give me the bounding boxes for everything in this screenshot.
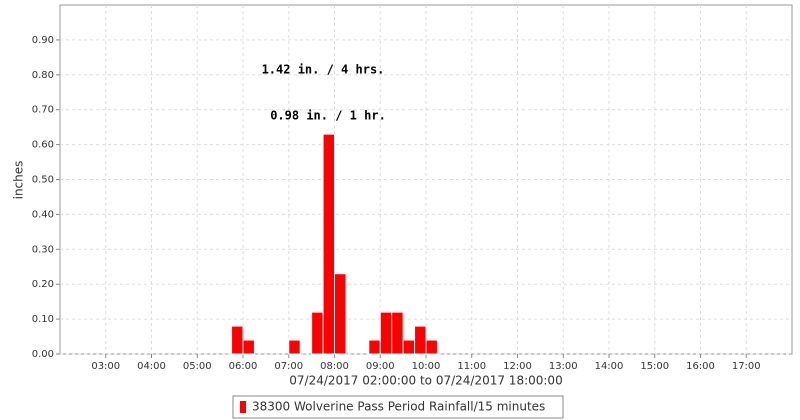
x-tick-label: 17:00: [732, 361, 761, 372]
x-tick-label: 06:00: [229, 361, 258, 372]
bar: [379, 311, 393, 355]
annotation: 1.42 in. / 4 hrs.: [262, 63, 385, 77]
legend-box: [232, 395, 564, 419]
x-tick-label: 13:00: [549, 361, 578, 372]
bar: [425, 339, 438, 355]
x-tick-label: 10:00: [412, 361, 441, 372]
bar: [414, 325, 427, 355]
bar: [391, 311, 404, 355]
y-tick-label: 0.40: [32, 209, 54, 220]
bar: [402, 339, 416, 355]
annotation: 0.98 in. / 1 hr.: [270, 109, 386, 123]
bar: [322, 133, 335, 355]
x-tick-label: 11:00: [457, 361, 486, 372]
y-tick-label: 0.10: [32, 314, 54, 325]
bar: [368, 339, 381, 355]
bar: [242, 339, 255, 355]
y-tick-label: 0.60: [32, 140, 54, 151]
x-tick-label: 07:00: [274, 361, 303, 372]
x-tick-label: 15:00: [640, 361, 669, 372]
bar: [231, 325, 244, 355]
y-tick-label: 0.80: [32, 70, 54, 81]
x-tick-label: 12:00: [503, 361, 532, 372]
y-tick-label: 0.50: [32, 175, 54, 186]
legend-label: 38300 Wolverine Pass Period Rainfall/15 …: [252, 400, 545, 414]
bar: [288, 339, 301, 355]
y-tick-label: 0.30: [32, 244, 54, 255]
y-tick-label: 0.90: [32, 35, 54, 46]
y-axis-label: inches: [12, 161, 26, 200]
x-tick-label: 04:00: [137, 361, 166, 372]
y-tick-label: 0.20: [32, 279, 54, 290]
legend-swatch: [240, 401, 246, 413]
x-tick-label: 03:00: [91, 361, 120, 372]
bar: [311, 311, 324, 355]
y-tick-label: 0.00: [32, 349, 54, 360]
plot-area: 0.00 0.10 0.20 0.30 0.40 0.50 0.60 0.70 0.80 0.90…: [32, 4, 793, 372]
x-tick-label: 09:00: [366, 361, 395, 372]
bar: [334, 273, 347, 355]
x-tick-label: 14:00: [595, 361, 624, 372]
x-tick-label: 05:00: [183, 361, 212, 372]
y-tick-label: 0.70: [32, 105, 54, 116]
x-axis-label: 07/24/2017 02:00:00 to 07/24/2017 18:00:…: [289, 374, 562, 388]
x-tick-label: 08:00: [320, 361, 349, 372]
x-tick-label: 16:00: [686, 361, 715, 372]
